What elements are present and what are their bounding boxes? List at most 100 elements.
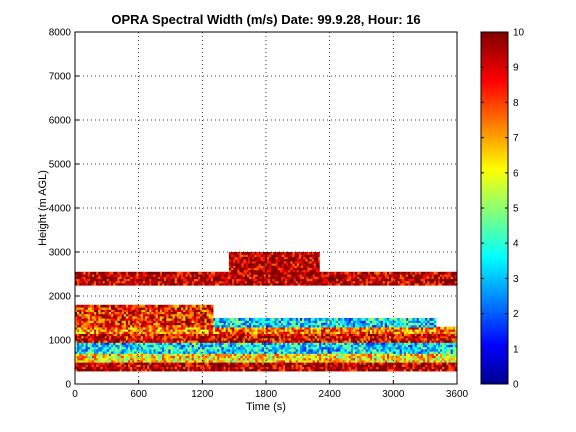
heatmap-cell [212,333,216,337]
heatmap-cell [418,359,422,363]
heatmap-cell [234,342,237,345]
heatmap-cell [433,362,437,365]
heatmap-cell [109,309,112,312]
heatmap-cell [291,333,295,337]
heatmap-cell [276,353,280,356]
heatmap-cell [208,337,212,341]
heatmap-cell [109,313,112,317]
heatmap-cell [401,333,405,337]
heatmap-cell [329,344,333,348]
heatmap-cell [412,366,416,370]
heatmap-cell [83,355,87,359]
heatmap-cell [361,342,365,345]
heatmap-cell [87,364,91,367]
heatmap-cell [193,313,197,317]
heatmap-cell [293,368,297,372]
heatmap-cell [399,340,403,343]
heatmap-cell [138,309,142,312]
heatmap-cell [359,335,363,339]
heatmap-cell [227,335,231,339]
heatmap-cell [140,309,144,312]
heatmap-cell [395,351,399,354]
heatmap-cell [198,309,201,312]
heatmap-cell [115,340,118,343]
heatmap-cell [193,344,197,348]
heatmap-cell [393,318,396,321]
heatmap-cell [410,326,413,330]
heatmap-cell [225,359,229,363]
heatmap-cell [206,340,210,343]
heatmap-cell [433,322,437,326]
heatmap-cell [406,329,409,332]
heatmap-cell [423,357,426,361]
heatmap-cell [365,344,369,348]
heatmap-cell [83,315,87,319]
heatmap-cell [193,320,197,323]
heatmap-cell [361,320,365,323]
heatmap-cell [242,366,246,370]
heatmap-cell [274,346,278,350]
heatmap-cell [151,313,155,317]
heatmap-cell [75,335,78,339]
heatmap-cell [170,331,174,334]
heatmap-cell [246,366,250,370]
heatmap-cell [106,340,110,343]
heatmap-cell [295,331,299,334]
heatmap-cell [115,333,118,337]
heatmap-cell [278,329,282,332]
heatmap-cell [166,313,169,317]
heatmap-cell [344,329,348,332]
heatmap-cell [111,359,114,363]
heatmap-cell [215,333,218,337]
heatmap-cell [140,351,144,354]
heatmap-cell [159,313,163,317]
heatmap-cell [98,357,101,361]
heatmap-cell [104,340,108,343]
heatmap-cell [172,335,176,339]
heatmap-cell [291,368,295,372]
heatmap-cell [111,309,114,312]
heatmap-cell [202,364,205,367]
heatmap-cell [193,348,197,352]
heatmap-cell [452,368,456,372]
heatmap-cell [331,340,335,343]
heatmap-cell [401,368,405,372]
heatmap-cell [353,337,356,341]
heatmap-cell [251,340,254,343]
heatmap-cell [251,344,254,348]
heatmap-cell [410,353,413,356]
heatmap-cell [210,359,214,363]
heatmap-cell [259,324,263,328]
heatmap-cell [183,274,186,277]
heatmap-cell [236,344,239,348]
heatmap-cell [153,355,157,359]
heatmap-cell [454,355,457,359]
heatmap-cell [270,331,273,334]
heatmap-cell [81,329,85,332]
heatmap-cell [206,331,210,334]
heatmap-cell [285,348,288,352]
heatmap-cell [134,309,138,312]
heatmap-cell [123,337,127,341]
heatmap-cell [238,366,242,370]
heatmap-cell [333,357,337,361]
heatmap-cell [89,364,93,367]
heatmap-cell [304,329,307,332]
heatmap-cell [176,274,180,277]
heatmap-cell [391,346,394,350]
heatmap-cell [355,359,358,363]
heatmap-cell [174,282,178,286]
heatmap-cell [440,368,443,372]
heatmap-cell [157,274,161,277]
heatmap-cell [412,342,416,345]
heatmap-cell [210,355,214,359]
heatmap-cell [196,357,199,361]
heatmap-cell [340,329,343,332]
heatmap-cell [319,333,322,337]
heatmap-cell [321,348,324,352]
heatmap-cell [170,324,174,328]
heatmap-cell [431,333,435,337]
heatmap-cell [423,324,426,328]
heatmap-cell [181,346,184,350]
heatmap-cell [283,362,286,365]
